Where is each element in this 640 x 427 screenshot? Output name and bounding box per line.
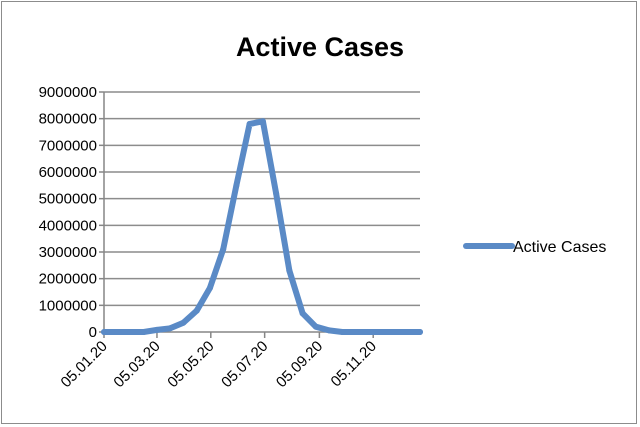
x-tick-label: 05.09.20	[273, 338, 326, 391]
gridlines	[99, 91, 420, 338]
y-tick-label: 3000000	[39, 244, 97, 261]
series-line-active-cases	[101, 118, 423, 335]
data-point	[273, 190, 280, 197]
data-point	[127, 329, 134, 335]
data-point	[339, 329, 346, 335]
y-tick-label: 7000000	[39, 137, 97, 154]
data-point	[153, 326, 160, 333]
chart-title: Active Cases	[236, 32, 404, 62]
y-tick-label: 4000000	[39, 217, 97, 234]
data-point	[286, 267, 293, 274]
data-point	[180, 319, 187, 326]
legend-label: Active Cases	[513, 239, 606, 256]
data-point	[259, 118, 266, 125]
y-tick-label: 1000000	[39, 297, 97, 314]
data-point	[140, 329, 147, 335]
data-point	[392, 329, 399, 335]
x-tick-label: 05.05.20	[164, 338, 217, 391]
y-tick-label: 2000000	[39, 271, 97, 288]
data-point	[167, 325, 174, 332]
plot-series	[101, 118, 423, 335]
y-tick-label: 8000000	[39, 111, 97, 128]
y-tick-label: 0	[89, 324, 97, 341]
data-point	[312, 323, 319, 330]
x-tick-label: 05.11.20	[328, 338, 381, 391]
data-point	[405, 329, 412, 335]
data-point	[246, 121, 253, 127]
data-point	[101, 329, 107, 335]
x-tick-label: 05.03.20	[110, 338, 163, 391]
data-point	[233, 182, 240, 189]
data-point	[220, 246, 227, 253]
legend: Active Cases	[463, 239, 606, 256]
data-point	[352, 329, 359, 335]
data-point	[206, 285, 213, 291]
y-tick-label: 6000000	[39, 164, 97, 181]
data-point	[299, 310, 306, 317]
x-tick-label: 05.01.20	[58, 338, 111, 391]
data-point	[417, 329, 423, 335]
data-point	[365, 329, 372, 335]
y-tick-labels: 0 1000000 2000000 3000000 4000000 5000000 6000…	[39, 84, 97, 341]
y-tick-label: 5000000	[39, 191, 97, 208]
data-point	[193, 307, 200, 314]
x-tick-label: 05.07.20	[218, 338, 271, 391]
x-tick-labels: 05.01.20 05.03.20 05.05.20 05.07.20 05.09.20…	[58, 338, 381, 391]
data-point	[379, 329, 386, 335]
data-point	[114, 329, 121, 335]
y-tick-label: 9000000	[39, 84, 97, 101]
data-point	[326, 327, 333, 334]
